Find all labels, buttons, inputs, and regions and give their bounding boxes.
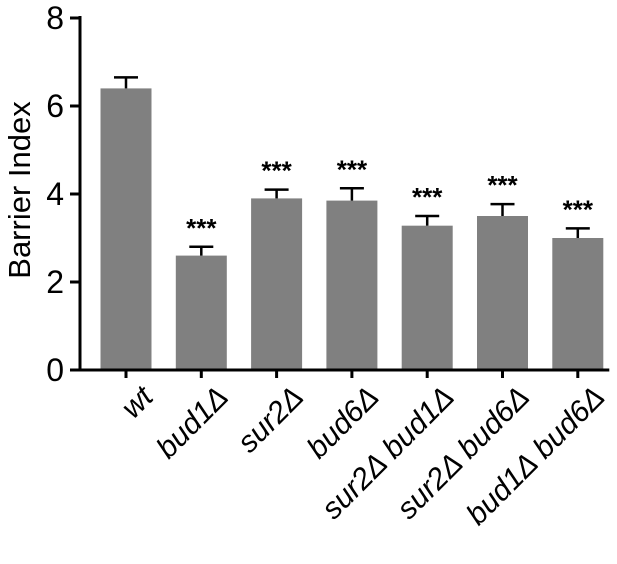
- bar: [477, 216, 528, 370]
- y-tick-label: 2: [46, 264, 64, 300]
- bar: [552, 238, 604, 370]
- bar: [251, 198, 303, 370]
- y-axis-title: Barrier Index: [2, 101, 37, 279]
- x-tick-label: bud1Δ: [150, 380, 235, 465]
- bar: [175, 255, 227, 370]
- y-tick-label: 0: [46, 352, 64, 388]
- x-tick-label: sur2Δ: [231, 380, 310, 459]
- bar: [100, 88, 152, 371]
- axes-layer: [70, 16, 610, 378]
- significance-label: ***: [487, 170, 518, 200]
- y-tick-label: 8: [46, 0, 64, 36]
- significance-label: ***: [412, 182, 443, 212]
- bars-layer: [100, 88, 604, 371]
- significance-label: ***: [563, 194, 594, 224]
- y-tick-label: 4: [46, 176, 64, 212]
- bar: [401, 225, 453, 370]
- y-tick-label: 6: [46, 88, 64, 124]
- x-tick-label: wt: [115, 379, 161, 425]
- significance-label: ***: [186, 213, 217, 243]
- significance-label: ***: [337, 154, 368, 184]
- error-bars-layer: [114, 76, 590, 256]
- significance-label: ***: [261, 156, 292, 186]
- bar: [326, 200, 378, 370]
